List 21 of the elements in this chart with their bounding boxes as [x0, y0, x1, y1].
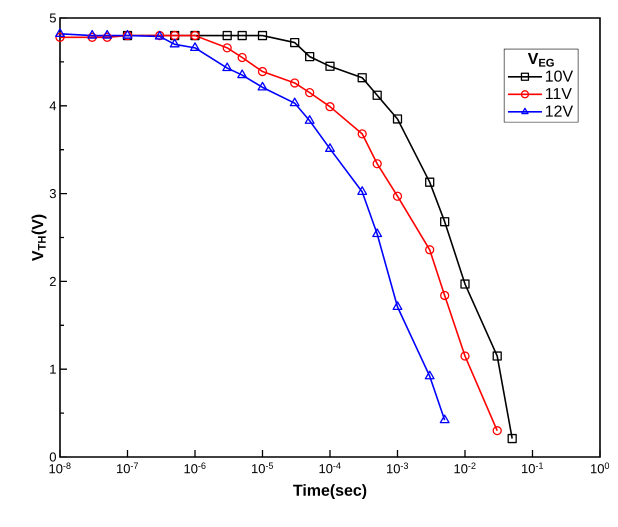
- x-tick-label: 10$^{-8}$: [49, 462, 71, 474]
- x-axis-title: Time(sec): [293, 484, 366, 500]
- x-tick-label: 10$^{-3}$: [386, 462, 408, 474]
- y-tick-label: 2: [50, 276, 56, 286]
- y-tick-label: 4: [50, 101, 56, 110]
- y-tick-label: 0: [50, 452, 56, 462]
- legend-label: 10V: [546, 70, 574, 82]
- x-tick-label: 10$^{-4}$: [319, 462, 341, 474]
- x-tick-label: 10$^{-2}$: [454, 462, 476, 474]
- y-tick-label: 3: [50, 189, 56, 198]
- legend-title: V$_{EG}$: [528, 53, 554, 67]
- y-tick-label: 5: [50, 13, 56, 23]
- x-tick-label: 10$^{0}$: [591, 462, 610, 474]
- x-tick-label: 10$^{-1}$: [522, 462, 544, 474]
- y-tick-label: 1: [50, 364, 56, 374]
- x-tick-label: 10$^{-6}$: [184, 462, 206, 474]
- y-axis-title: V$_{TH}$(V): [32, 214, 46, 262]
- x-tick-label: 10$^{-7}$: [116, 462, 138, 474]
- legend-label: 12V: [546, 106, 574, 117]
- legend-label: 11V: [546, 88, 572, 100]
- x-tick-label: 10$^{-5}$: [252, 462, 274, 474]
